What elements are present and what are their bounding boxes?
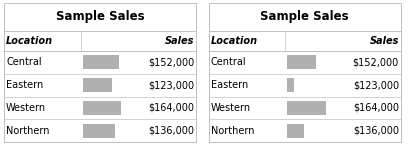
Text: Northern: Northern <box>6 126 49 136</box>
Bar <box>288 101 326 115</box>
Text: $123,000: $123,000 <box>353 80 399 90</box>
Text: $164,000: $164,000 <box>353 103 399 113</box>
Text: Western: Western <box>6 103 46 113</box>
Text: Central: Central <box>211 57 246 67</box>
Text: Central: Central <box>6 57 42 67</box>
Text: $152,000: $152,000 <box>148 57 194 67</box>
Text: $136,000: $136,000 <box>353 126 399 136</box>
Text: $152,000: $152,000 <box>353 57 399 67</box>
Text: $164,000: $164,000 <box>148 103 194 113</box>
Text: $136,000: $136,000 <box>148 126 194 136</box>
Text: Eastern: Eastern <box>211 80 248 90</box>
Text: Location: Location <box>6 36 53 46</box>
Bar <box>288 56 317 69</box>
Text: Sample Sales: Sample Sales <box>261 10 349 23</box>
Bar <box>288 78 294 92</box>
Text: Location: Location <box>211 36 258 46</box>
Text: Sample Sales: Sample Sales <box>56 10 144 23</box>
Bar <box>83 56 119 69</box>
Text: Sales: Sales <box>165 36 194 46</box>
Bar <box>288 124 304 138</box>
Text: Eastern: Eastern <box>6 80 43 90</box>
Text: Western: Western <box>211 103 251 113</box>
Bar <box>83 101 121 115</box>
Bar <box>83 78 112 92</box>
Text: Sales: Sales <box>369 36 399 46</box>
Bar <box>83 124 115 138</box>
Text: $123,000: $123,000 <box>148 80 194 90</box>
Text: Northern: Northern <box>211 126 254 136</box>
